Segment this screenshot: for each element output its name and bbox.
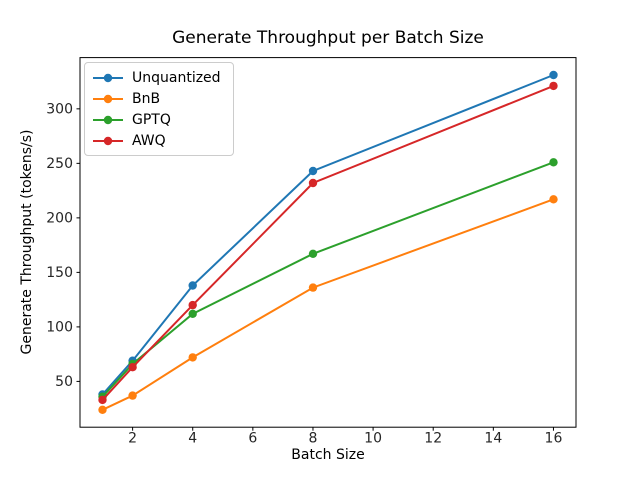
legend-line-sample [93, 94, 123, 103]
data-point-bnb [308, 283, 318, 292]
series-line-gptq [101, 161, 554, 398]
legend-line-sample [93, 115, 123, 124]
x-tick-label: 4 [188, 431, 197, 447]
data-point-awq [308, 178, 318, 188]
x-tick-label: 10 [364, 431, 382, 447]
legend-marker-icon [103, 136, 113, 145]
y-tick-label: 150 [46, 265, 73, 281]
legend-label: BnB [132, 90, 161, 107]
x-tick-label: 2 [128, 431, 137, 447]
data-point-awq [188, 300, 197, 310]
data-point-awq [128, 363, 137, 372]
legend-marker-icon [103, 94, 113, 103]
data-point-unquantized [188, 281, 197, 290]
data-point-bnb [98, 405, 107, 414]
data-point-gptq [308, 249, 318, 258]
legend-item-unquantized: Unquantized [92, 69, 221, 86]
data-point-gptq [549, 158, 558, 167]
data-point-gptq [188, 309, 197, 318]
x-tick-label: 16 [545, 431, 563, 447]
y-tick-label: 50 [55, 374, 73, 390]
data-point-awq [549, 81, 558, 91]
legend: Unquantized BnB GPTQ AWQ [84, 62, 234, 156]
chart-title: Generate Throughput per Batch Size [172, 28, 484, 48]
x-tick-label: 12 [424, 431, 442, 447]
legend-marker-icon [103, 115, 113, 124]
series-line-bnb [102, 198, 554, 411]
y-tick-label: 200 [46, 210, 73, 226]
legend-label: GPTQ [132, 111, 171, 128]
data-point-bnb [128, 391, 137, 400]
legend-item-bnb: BnB [92, 90, 221, 107]
data-point-unquantized [549, 70, 558, 80]
legend-item-awq: AWQ [92, 132, 221, 149]
x-axis-label: Batch Size [291, 447, 365, 463]
legend-line-sample [93, 136, 123, 145]
legend-item-gptq: GPTQ [92, 111, 221, 128]
legend-label: Unquantized [132, 69, 221, 86]
legend-label: AWQ [132, 132, 166, 149]
x-tick-label: 14 [484, 431, 502, 447]
y-tick-label: 300 [46, 101, 73, 117]
legend-line-sample [93, 73, 123, 82]
y-tick-label: 250 [46, 156, 73, 172]
x-tick-label: 8 [309, 431, 318, 447]
x-tick-label: 6 [248, 431, 257, 447]
data-point-bnb [549, 195, 558, 204]
plot-area-border [79, 57, 577, 428]
data-point-bnb [188, 353, 197, 362]
y-tick-label: 100 [46, 319, 73, 335]
data-point-unquantized [308, 166, 318, 176]
data-point-awq [98, 395, 107, 405]
y-axis-label: Generate Throughput (tokens/s) [19, 129, 35, 355]
legend-marker-icon [103, 73, 113, 82]
